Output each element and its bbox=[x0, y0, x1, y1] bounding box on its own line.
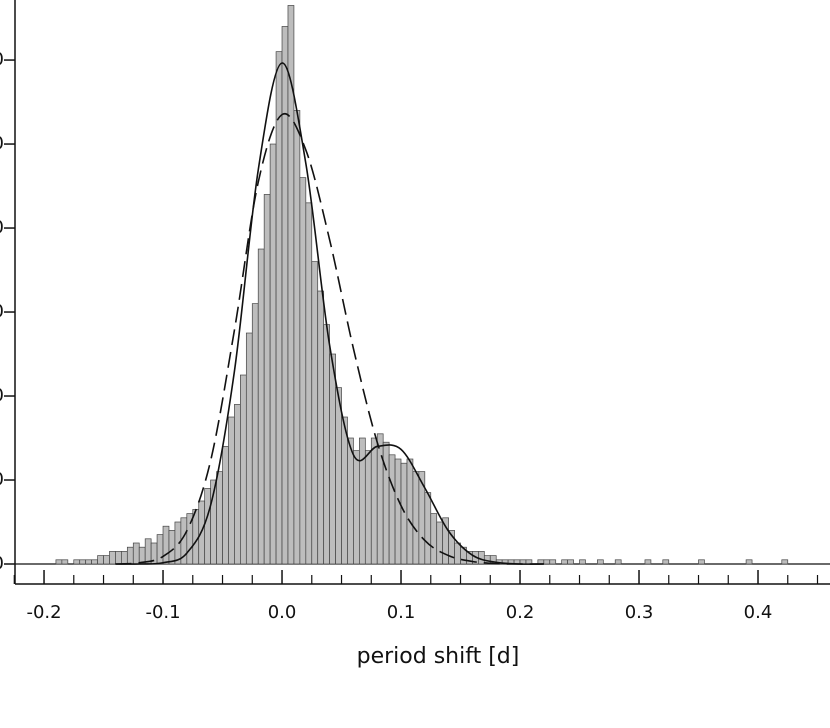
bar bbox=[454, 542, 461, 565]
bar bbox=[424, 492, 432, 565]
x-tick-label: 0.4 bbox=[744, 602, 773, 623]
bar bbox=[323, 324, 330, 565]
bar bbox=[543, 559, 551, 565]
bar bbox=[644, 559, 652, 565]
bar bbox=[698, 559, 705, 565]
x-tick-label: 0.3 bbox=[625, 602, 654, 623]
bar bbox=[61, 559, 69, 565]
bar bbox=[561, 559, 568, 565]
y-tick-label: 80 bbox=[0, 217, 4, 238]
bar bbox=[222, 446, 229, 565]
bar bbox=[745, 559, 753, 565]
bar bbox=[406, 458, 414, 565]
bar bbox=[132, 542, 140, 565]
bar bbox=[121, 551, 128, 565]
bar bbox=[234, 404, 241, 565]
bar bbox=[109, 551, 116, 565]
bar bbox=[263, 194, 271, 565]
bar bbox=[299, 177, 307, 565]
bar bbox=[436, 521, 444, 565]
bar bbox=[168, 530, 176, 565]
bar bbox=[359, 437, 366, 565]
bar bbox=[388, 454, 396, 565]
x-tick-label: 0.0 bbox=[268, 602, 297, 623]
bar bbox=[347, 437, 354, 565]
bar bbox=[311, 261, 319, 565]
bar bbox=[370, 437, 378, 565]
bar bbox=[353, 450, 360, 565]
bar bbox=[115, 551, 122, 565]
x-tick-label: 0.1 bbox=[387, 602, 416, 623]
bar bbox=[662, 559, 670, 565]
bar bbox=[442, 517, 449, 565]
bar bbox=[597, 559, 604, 565]
bar bbox=[91, 559, 98, 565]
bar bbox=[216, 471, 223, 565]
bar bbox=[269, 143, 277, 565]
bar bbox=[394, 458, 402, 565]
bar bbox=[382, 441, 390, 565]
bar bbox=[549, 559, 557, 565]
bar bbox=[204, 488, 211, 565]
bar bbox=[412, 471, 420, 565]
y-tick-label: 120 bbox=[0, 49, 4, 70]
solid-curve bbox=[115, 62, 544, 565]
bar bbox=[97, 555, 104, 565]
bar bbox=[251, 303, 259, 565]
bar bbox=[781, 559, 789, 565]
bar bbox=[73, 559, 81, 565]
bar bbox=[579, 559, 586, 565]
bar bbox=[614, 559, 622, 565]
bar bbox=[364, 450, 372, 565]
bar bbox=[126, 546, 134, 565]
bar bbox=[156, 534, 164, 565]
y-tick-label: 20 bbox=[0, 469, 4, 490]
bar bbox=[79, 559, 87, 565]
bar bbox=[257, 248, 265, 565]
bar bbox=[240, 374, 247, 565]
bar bbox=[85, 559, 92, 565]
dashed-curve bbox=[115, 112, 544, 565]
bar bbox=[228, 416, 235, 565]
x-axis-label: period shift [d] bbox=[357, 644, 520, 669]
x-tick-label: 0.2 bbox=[506, 602, 535, 623]
y-tick-label: 100 bbox=[0, 133, 4, 154]
bar bbox=[103, 555, 110, 565]
bar bbox=[400, 462, 408, 565]
bar bbox=[317, 290, 325, 565]
y-tick-label: 40 bbox=[0, 385, 4, 406]
bar bbox=[162, 525, 170, 565]
x-tick-label: -0.1 bbox=[145, 602, 180, 623]
bar bbox=[329, 353, 336, 565]
y-tick-label: 60 bbox=[0, 301, 4, 322]
bar bbox=[245, 332, 253, 565]
bar bbox=[293, 110, 301, 565]
bar bbox=[305, 202, 313, 565]
bar bbox=[567, 559, 574, 565]
x-tick-label: -0.2 bbox=[26, 602, 61, 623]
bar bbox=[341, 416, 348, 565]
bar bbox=[335, 387, 342, 565]
bar bbox=[55, 559, 63, 565]
bar bbox=[281, 26, 289, 565]
bar bbox=[144, 538, 152, 565]
y-tick-label: 0 bbox=[0, 553, 4, 574]
bar bbox=[275, 51, 283, 565]
bar bbox=[376, 433, 384, 565]
bar bbox=[430, 513, 438, 565]
